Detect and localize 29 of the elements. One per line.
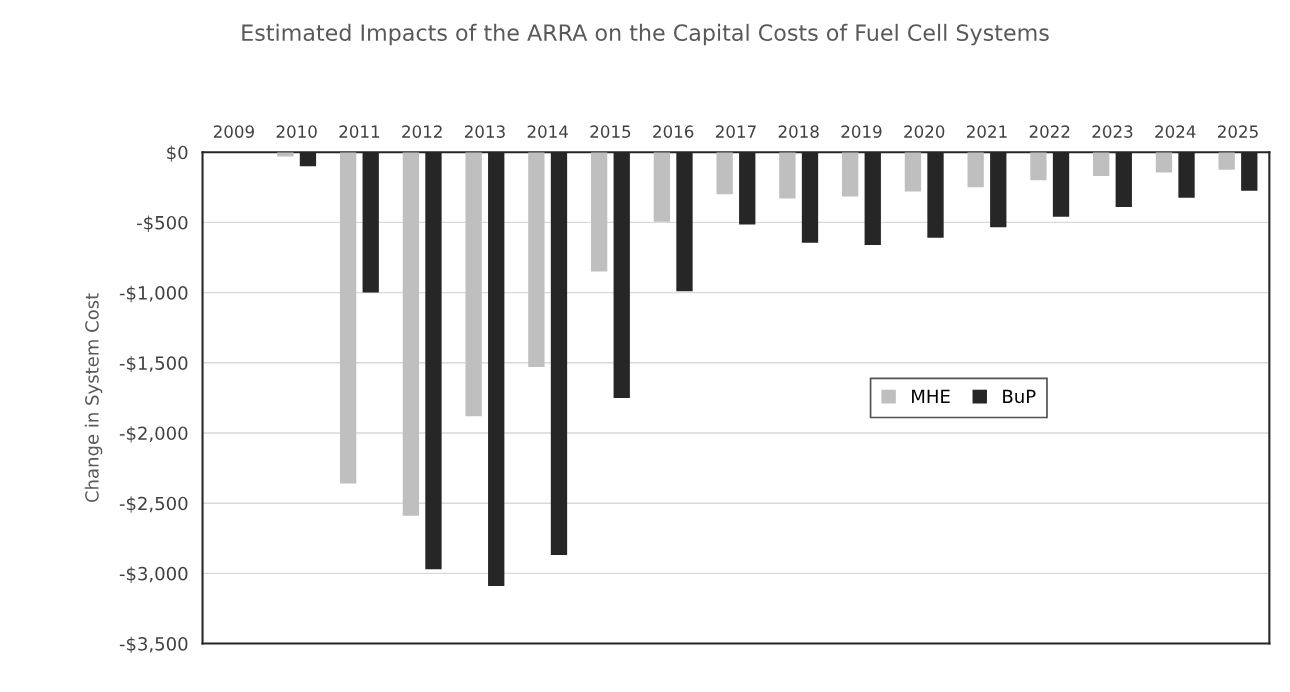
x-tick-label: 2019 (841, 125, 882, 138)
x-tick-label: 2014 (527, 125, 568, 138)
y-tick-label: -$1,500 (119, 355, 188, 373)
x-tick-label: 2020 (904, 125, 945, 138)
y-tick-label: -$3,000 (119, 566, 188, 583)
x-tick-label: 2018 (778, 125, 819, 138)
x-tick-label: 2022 (1029, 125, 1070, 138)
y-tick-label: -$2,500 (119, 496, 188, 513)
y-tick-label: -$500 (137, 215, 188, 232)
y-tick-label: -$1,000 (119, 285, 188, 303)
x-tick-label: 2011 (339, 125, 380, 138)
x-tick-label: 2010 (276, 125, 317, 138)
x-tick-label: 2012 (402, 125, 442, 138)
y-tick-label: -$2,000 (119, 426, 188, 443)
legend-label: BuP (1003, 389, 1036, 404)
x-tick-label: 2017 (715, 125, 756, 138)
y-tick-label: $0 (167, 145, 188, 162)
x-tick-label: 2023 (1092, 125, 1133, 138)
chart-title: Estimated Impacts of the ARRA on the Capital Costs of Fuel Cell Systems (242, 23, 1049, 46)
x-tick-label: 2016 (653, 125, 694, 138)
x-tick-label: 2013 (464, 125, 505, 138)
x-tick-label: 2009 (213, 125, 254, 138)
x-tick-label: 2021 (966, 125, 1007, 138)
legend-label: MHE (912, 389, 950, 403)
y-tick-label: -$3,500 (119, 636, 188, 654)
x-tick-label: 2015 (590, 125, 631, 138)
x-tick-label: 2024 (1155, 125, 1196, 138)
x-tick-label: 2025 (1218, 125, 1258, 138)
y-axis-title: Change in System Cost (84, 293, 103, 503)
